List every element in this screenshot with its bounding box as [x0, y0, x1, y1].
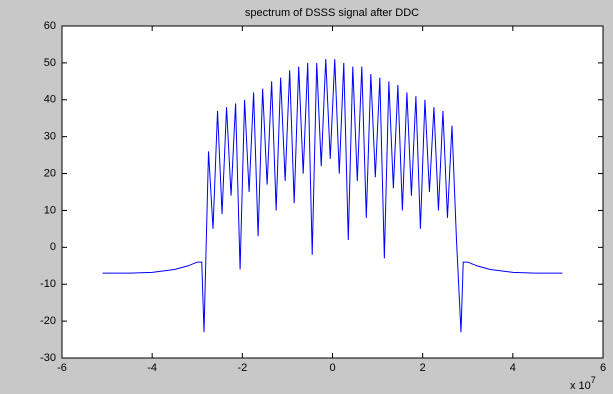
y-tick-label: 30 [44, 131, 56, 143]
x-tick-label: -4 [147, 362, 157, 374]
x-tick-label: 6 [600, 362, 606, 374]
y-tick-label: 40 [44, 94, 56, 106]
y-tick-label: 20 [44, 167, 56, 179]
y-tick-label: -20 [40, 315, 56, 327]
x-tick-label: -6 [57, 362, 67, 374]
y-tick-label: 10 [44, 204, 56, 216]
y-tick-label: -10 [40, 278, 56, 290]
x-multiplier: x 107 [570, 375, 596, 392]
x-multiplier-base: x 10 [570, 380, 591, 392]
x-tick-label: 2 [420, 362, 426, 374]
x-multiplier-exponent: 7 [591, 375, 596, 385]
axes-box [61, 25, 604, 359]
x-tick-label: 4 [510, 362, 516, 374]
y-tick-label: 60 [44, 20, 56, 32]
x-tick-label: -2 [237, 362, 247, 374]
y-tick-label: 50 [44, 57, 56, 69]
y-tick-label: -30 [40, 352, 56, 364]
chart-title: spectrum of DSSS signal after DDC [245, 7, 419, 19]
y-tick-label: 0 [50, 241, 56, 253]
spectrum-line [102, 59, 563, 333]
x-tick-label: 0 [329, 362, 335, 374]
